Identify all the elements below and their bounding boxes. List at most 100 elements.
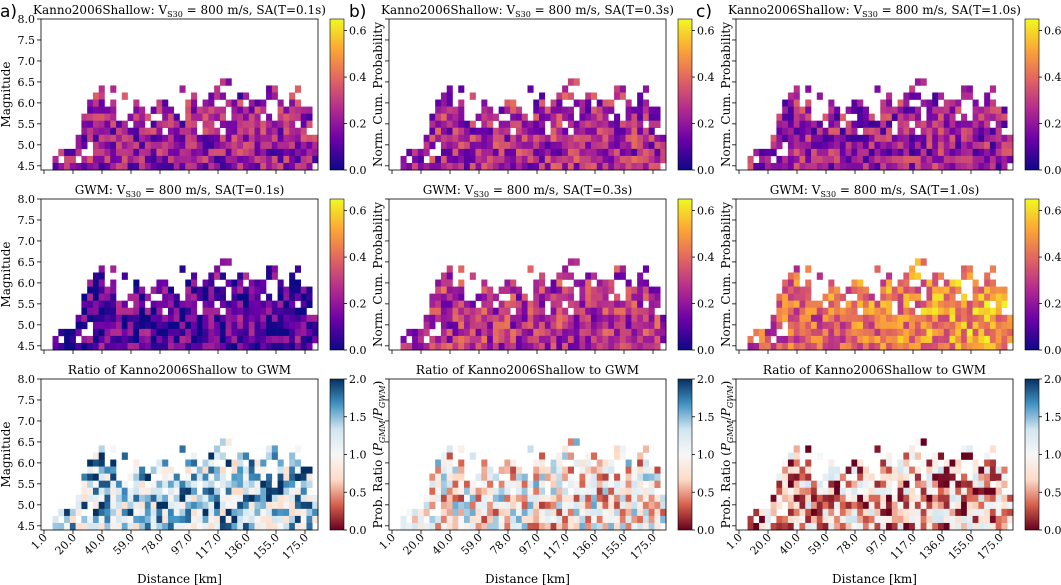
heatmap-cell <box>110 293 117 301</box>
heatmap-cell <box>839 342 846 351</box>
heatmap-cell <box>1007 335 1014 344</box>
y-tick-label: 6.0 <box>18 97 36 110</box>
heatmap-cell <box>539 522 546 531</box>
heatmap-cell <box>862 293 870 301</box>
heatmap-cell <box>219 480 226 489</box>
heatmap-cell <box>793 307 800 316</box>
heatmap-cell <box>920 328 927 337</box>
heatmap-cell <box>87 162 94 171</box>
heatmap-cell <box>92 162 100 171</box>
heatmap-cell <box>590 501 598 510</box>
heatmap-cell <box>880 515 887 524</box>
heatmap-cell <box>527 445 534 453</box>
heatmap-cell <box>891 466 898 474</box>
panel-title: GWM: VS30 = 800 m/s, SA(T=0.3s) <box>423 183 633 199</box>
heatmap-cell <box>556 113 563 121</box>
heatmap-cell <box>857 106 864 114</box>
heatmap-cell <box>989 459 996 467</box>
heatmap-cell <box>573 494 580 503</box>
heatmap-cell <box>937 293 945 301</box>
heatmap-cell <box>764 342 771 351</box>
heatmap-cell <box>579 307 586 316</box>
heatmap-cell <box>932 127 939 136</box>
heatmap-cell <box>868 328 875 337</box>
heatmap-cell <box>492 148 499 157</box>
heatmap-cell <box>989 508 996 517</box>
heatmap-cell <box>110 459 117 467</box>
heatmap-cell <box>475 155 482 164</box>
heatmap-cell <box>527 335 534 344</box>
heatmap-cell <box>544 155 551 164</box>
heatmap-cell <box>782 473 789 481</box>
heatmap-cell <box>481 307 488 316</box>
heatmap-cell <box>793 155 800 164</box>
heatmap-cell <box>458 120 465 129</box>
heatmap-cell <box>300 148 307 157</box>
heatmap-cell <box>637 459 644 467</box>
heatmap-cell <box>283 148 290 157</box>
heatmap-cell <box>446 155 453 164</box>
heatmap-cell <box>208 113 215 121</box>
heatmap-cell <box>747 522 754 531</box>
heatmap-cell <box>306 162 313 171</box>
heatmap-cell <box>602 328 609 337</box>
heatmap-cell <box>834 106 841 114</box>
heatmap-cell <box>446 106 453 114</box>
colorbar-tick-label: 0.6 <box>1044 205 1061 218</box>
heatmap-cell <box>891 162 898 171</box>
heatmap-cell <box>857 508 864 517</box>
heatmap-cell <box>173 501 180 510</box>
heatmap-cell <box>127 155 134 164</box>
heatmap-cell <box>527 134 534 143</box>
heatmap-cell <box>822 328 829 337</box>
heatmap-cell <box>527 155 534 164</box>
heatmap-cell <box>64 155 71 164</box>
heatmap-cell <box>173 314 180 323</box>
heatmap-cell <box>822 473 829 481</box>
heatmap-cell <box>435 162 442 171</box>
heatmap-cell <box>886 148 893 157</box>
heatmap-cell <box>782 487 789 496</box>
heatmap-cell <box>932 342 939 351</box>
heatmap-cell <box>271 272 278 280</box>
heatmap-cell <box>828 120 835 129</box>
y-tick-label: 6.5 <box>18 436 36 449</box>
heatmap-cell <box>266 487 273 496</box>
heatmap-cell <box>191 272 198 280</box>
heatmap-cell <box>787 314 795 323</box>
heatmap-cell <box>440 466 448 474</box>
heatmap-cell <box>225 328 232 337</box>
heatmap-cell <box>793 466 800 474</box>
heatmap-cell <box>487 155 494 164</box>
heatmap-cell <box>880 335 887 344</box>
heatmap-cell <box>562 85 569 93</box>
heatmap-cell <box>839 522 846 531</box>
heatmap-cell <box>133 120 140 129</box>
heatmap-cell <box>961 307 968 316</box>
heatmap-cell <box>271 127 278 136</box>
heatmap-cell <box>642 307 649 316</box>
colorbar-label: Norm. Cum. Probability <box>719 202 733 347</box>
heatmap-cell <box>539 328 546 337</box>
heatmap-cell <box>556 335 563 344</box>
heatmap-cell <box>289 99 296 107</box>
heatmap-cell <box>58 328 65 337</box>
heatmap-cell <box>834 335 841 344</box>
heatmap-cell <box>573 99 580 107</box>
heatmap-cell <box>793 265 800 273</box>
heatmap-cell <box>300 293 307 301</box>
heatmap-cell <box>289 134 296 143</box>
heatmap-cell <box>458 106 465 114</box>
heatmap-cell <box>880 300 887 309</box>
heatmap-cell <box>932 515 939 524</box>
heatmap-cell <box>955 307 962 316</box>
heatmap-cell <box>110 127 117 136</box>
heatmap-cell <box>828 515 835 524</box>
heatmap-cell <box>966 515 973 524</box>
heatmap-cell <box>196 328 203 337</box>
heatmap-cell <box>897 99 904 107</box>
heatmap-cell <box>312 335 319 344</box>
heatmap-cell <box>943 508 950 517</box>
heatmap-cell <box>550 487 557 496</box>
y-tick-label: 7.0 <box>18 55 36 68</box>
